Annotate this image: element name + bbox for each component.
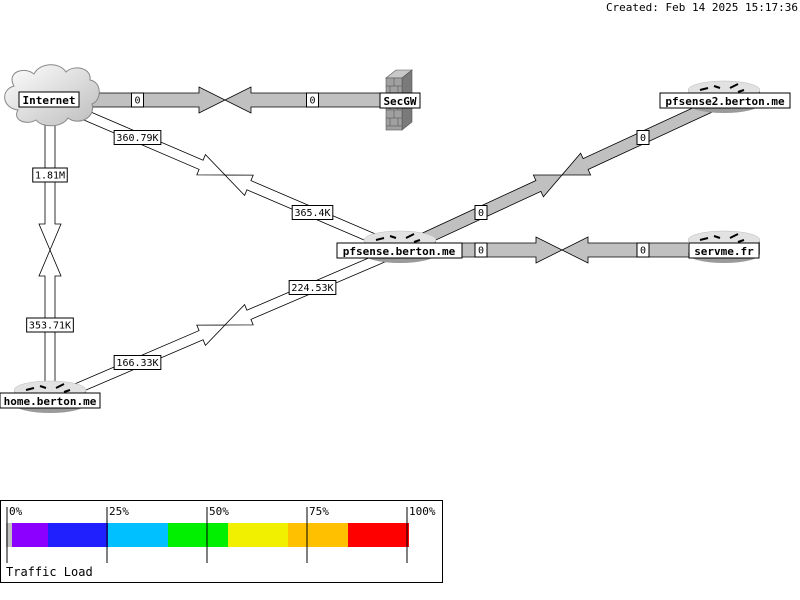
traffic-load-legend: 0% 25% 50% 75% 100% Traffic Load xyxy=(0,500,443,583)
svg-text:0: 0 xyxy=(478,246,484,257)
link-label-internet_secgw-out: 0 xyxy=(131,92,144,108)
legend-color-band xyxy=(108,523,168,547)
legend-title: Traffic Load xyxy=(6,565,93,579)
svg-text:0: 0 xyxy=(640,246,646,257)
legend-color-band xyxy=(348,523,409,547)
legend-tick-25: 25% xyxy=(109,505,129,518)
legend-color-band xyxy=(288,523,348,547)
link-label-pfsense_servme-in: 0 xyxy=(636,242,650,258)
legend-tick-75: 75% xyxy=(309,505,329,518)
link-label-internet_home-out: 1.81M xyxy=(32,167,68,183)
node-servme[interactable]: servme.fr xyxy=(688,242,760,259)
svg-text:0: 0 xyxy=(309,96,315,107)
node-label: home.berton.me xyxy=(4,395,97,408)
legend-color-band xyxy=(48,523,108,547)
legend-tick-100: 100% xyxy=(409,505,436,518)
legend-scale xyxy=(6,507,409,563)
svg-text:224.53K: 224.53K xyxy=(291,283,333,294)
node-home[interactable]: home.berton.me xyxy=(0,392,101,409)
link-label-pfsense_pfsense2-out: 0 xyxy=(474,205,488,220)
svg-text:365.4K: 365.4K xyxy=(294,208,330,219)
node-pfsense[interactable]: pfsense.berton.me xyxy=(336,242,463,259)
node-label: Internet xyxy=(23,94,76,107)
svg-text:0: 0 xyxy=(134,96,140,107)
legend-color-band xyxy=(168,523,228,547)
legend-tick-50: 50% xyxy=(209,505,229,518)
legend-color-band xyxy=(12,523,48,547)
svg-text:360.79K: 360.79K xyxy=(116,133,158,144)
link-label-internet_home-in: 353.71K xyxy=(26,317,74,333)
node-label: SecGW xyxy=(383,95,416,108)
svg-text:1.81M: 1.81M xyxy=(35,171,65,182)
svg-text:166.33K: 166.33K xyxy=(116,358,158,369)
link-label-pfsense_home-in: 166.33K xyxy=(113,355,162,370)
legend-color-band xyxy=(6,523,12,547)
node-secgw[interactable]: SecGW xyxy=(379,92,421,109)
svg-text:0: 0 xyxy=(478,208,484,219)
link-label-pfsense_pfsense2-in: 0 xyxy=(636,130,650,145)
node-label: servme.fr xyxy=(694,245,754,258)
legend-color-band xyxy=(228,523,288,547)
link-label-internet_pfsense-out: 360.79K xyxy=(113,130,162,145)
node-label: pfsense.berton.me xyxy=(343,245,456,258)
svg-text:0: 0 xyxy=(640,133,646,144)
link-label-pfsense_home-out: 224.53K xyxy=(288,280,337,295)
created-timestamp: Created: Feb 14 2025 15:17:36 xyxy=(605,1,798,14)
legend-tick-0: 0% xyxy=(9,505,23,518)
svg-text:353.71K: 353.71K xyxy=(29,321,71,332)
node-internet[interactable]: Internet xyxy=(18,91,80,108)
link-label-pfsense_servme-out: 0 xyxy=(474,242,488,258)
node-pfsense2[interactable]: pfsense2.berton.me xyxy=(659,92,791,109)
node-label: pfsense2.berton.me xyxy=(665,95,785,108)
link-label-internet_secgw-in: 0 xyxy=(306,92,319,108)
link-label-internet_pfsense-in: 365.4K xyxy=(291,205,334,220)
